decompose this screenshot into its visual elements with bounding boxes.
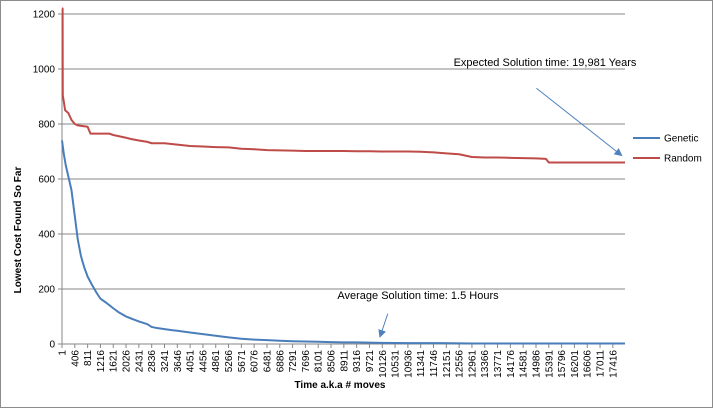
annotation-text-2: Average Solution time: 1.5 Hours [337,290,499,302]
x-tick-label-4456: 4456 [198,350,209,373]
y-tick-label-1000: 1000 [33,65,56,76]
x-tick-label-17416: 17416 [608,350,619,378]
x-tick-label-8506: 8506 [327,350,338,373]
x-tick-label-10936: 10936 [403,350,414,378]
x-tick-label-13366: 13366 [480,350,491,378]
x-tick-label-3646: 3646 [173,350,184,373]
x-tick-label-3241: 3241 [160,350,171,373]
x-tick-label-6886: 6886 [275,350,286,373]
x-tick-label-9316: 9316 [352,350,363,373]
x-tick-label-9721: 9721 [365,350,376,373]
gridlines [62,13,625,290]
legend-label-random: Random [664,154,702,165]
x-tick-label-8101: 8101 [314,350,325,373]
x-tick-label-4861: 4861 [211,350,222,373]
y-tick-label-1200: 1200 [33,10,56,21]
x-tick-label-14176: 14176 [506,350,517,378]
series-line-random [61,7,625,164]
x-tick-label-15391: 15391 [544,350,555,378]
x-tick-label-15796: 15796 [557,350,568,378]
annotation-text-1: Expected Solution time: 19,981 Years [454,57,637,69]
x-tick-label-10531: 10531 [391,350,402,378]
x-tick-label-406: 406 [70,350,81,367]
legend-label-genetic: Genetic [664,134,698,145]
x-tick-label-16606: 16606 [583,350,594,378]
x-tick-label-2431: 2431 [134,350,145,373]
y-axis-ticks: 0 200 400 600 800 1000 1200 [33,10,62,351]
annotation-arrow-1 [536,87,623,157]
y-axis-title: Lowest Cost Found So Far [13,167,24,294]
y-tick-label-800: 800 [38,120,55,131]
x-tick-label-10126: 10126 [378,350,389,378]
x-tick-label-4051: 4051 [186,350,197,373]
x-axis-title: Time a.k.a # moves [295,380,386,391]
x-axis-ticks: 1 406 811 1216 1621 2026 2431 2836 3241 3646 4051 4… [58,344,619,378]
x-tick-label-12961: 12961 [467,350,478,378]
x-tick-label-12556: 12556 [455,350,466,378]
series-lines [61,7,625,345]
y-tick-label-200: 200 [38,285,55,296]
x-tick-label-13771: 13771 [493,350,504,378]
legend: Genetic Random [633,134,702,165]
x-tick-label-16201: 16201 [570,350,581,378]
x-tick-label-811: 811 [83,350,94,366]
x-tick-label-7696: 7696 [301,350,312,373]
y-tick-label-600: 600 [38,175,55,186]
x-tick-label-1: 1 [58,350,69,356]
x-tick-label-6481: 6481 [262,350,273,373]
x-tick-label-11746: 11746 [429,350,440,378]
annotation-arrow-2 [378,313,389,338]
x-tick-label-5266: 5266 [224,350,235,373]
x-tick-label-1621: 1621 [109,350,120,373]
x-tick-label-7291: 7291 [288,350,299,373]
x-tick-label-1216: 1216 [96,350,107,373]
y-tick-label-0: 0 [49,340,55,351]
x-tick-label-11341: 11341 [416,350,427,378]
x-tick-label-12151: 12151 [442,350,453,378]
x-tick-label-17011: 17011 [596,350,607,378]
x-tick-label-14581: 14581 [519,350,530,378]
x-tick-label-2026: 2026 [122,350,133,373]
x-tick-label-8911: 8911 [339,350,350,372]
x-tick-label-6076: 6076 [250,350,261,373]
series-line-genetic [61,140,625,345]
x-tick-label-2836: 2836 [147,350,158,373]
annotations: Expected Solution time: 19,981 Years Aver… [337,57,637,338]
y-tick-label-400: 400 [38,230,55,241]
x-tick-label-5671: 5671 [237,350,248,373]
x-tick-label-14986: 14986 [531,350,542,378]
